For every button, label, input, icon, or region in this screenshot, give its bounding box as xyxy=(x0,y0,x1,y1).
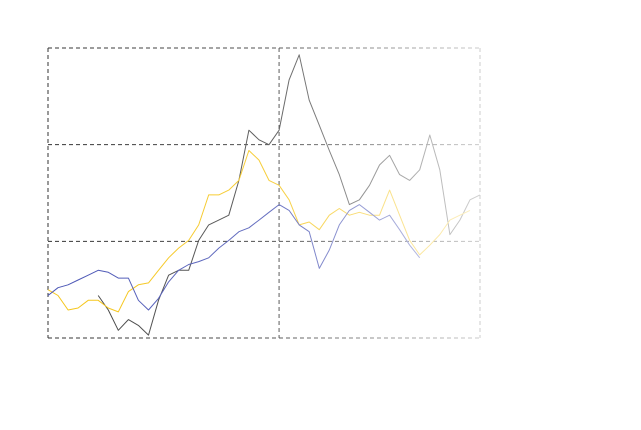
line-series xyxy=(47,204,421,311)
plot-area xyxy=(47,47,481,339)
line-series xyxy=(97,54,481,336)
line-series xyxy=(47,150,471,313)
